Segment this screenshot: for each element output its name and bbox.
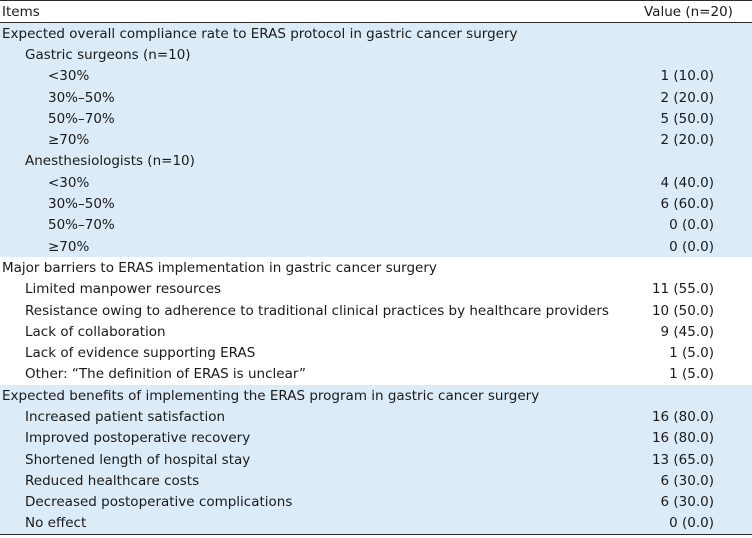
table-row: Lack of collaboration 9 (45.0) — [0, 321, 752, 343]
row-label: Resistance owing to adherence to traditi… — [25, 302, 609, 319]
row-value: 10 (50.0) — [651, 302, 714, 319]
row-label: Shortened length of hospital stay — [25, 451, 251, 468]
row-value: 4 (40.0) — [660, 174, 714, 191]
section-title-row: Expected overall compliance rate to ERAS… — [0, 23, 752, 45]
row-value: 6 (60.0) — [660, 196, 714, 213]
section-title-row: Expected benefits of implementing the ER… — [0, 385, 752, 407]
row-value: 6 (30.0) — [660, 494, 714, 511]
table-row: <30% 4 (40.0) — [0, 172, 752, 194]
table-row: ≥70% 2 (20.0) — [0, 129, 752, 151]
table-row: Increased patient satisfaction 16 (80.0) — [0, 406, 752, 428]
group-title-row: Gastric surgeons (n=10) — [0, 44, 752, 66]
row-value: 0 (0.0) — [669, 238, 714, 255]
section-title: Major barriers to ERAS implementation in… — [2, 259, 437, 276]
row-label: No effect — [25, 515, 87, 532]
row-value: 6 (30.0) — [660, 472, 714, 489]
row-value: 16 (80.0) — [651, 408, 714, 425]
row-label: Limited manpower resources — [25, 281, 222, 298]
group-title: Gastric surgeons (n=10) — [25, 46, 191, 63]
table-row: 50%–70% 5 (50.0) — [0, 108, 752, 130]
row-value: 1 (5.0) — [669, 366, 714, 383]
row-value: 0 (0.0) — [669, 515, 714, 532]
table-row: ≥70% 0 (0.0) — [0, 235, 752, 258]
table-row: Limited manpower resources 11 (55.0) — [0, 278, 752, 300]
group-title: Anesthesiologists (n=10) — [25, 153, 195, 170]
table-row: No effect 0 (0.0) — [0, 512, 752, 535]
row-label: Decreased postoperative complications — [25, 494, 293, 511]
table-row: Shortened length of hospital stay 13 (65… — [0, 448, 752, 471]
row-value: 5 (50.0) — [660, 110, 714, 127]
row-label: Improved postoperative recovery — [25, 430, 251, 447]
row-value: 1 (10.0) — [660, 68, 714, 85]
table-row: Decreased postoperative complications 6 … — [0, 491, 752, 513]
row-label: 50%–70% — [48, 217, 115, 234]
section-title: Expected benefits of implementing the ER… — [2, 387, 540, 404]
row-label: 50%–70% — [48, 110, 115, 127]
table-row: Reduced healthcare costs 6 (30.0) — [0, 470, 752, 492]
table-row: Resistance owing to adherence to traditi… — [0, 299, 752, 322]
row-label: Other: “The definition of ERAS is unclea… — [25, 366, 306, 383]
row-label: ≥70% — [48, 238, 90, 255]
table-row: Improved postoperative recovery 16 (80.0… — [0, 427, 752, 449]
row-label: Reduced healthcare costs — [25, 472, 200, 489]
header-items: Items — [2, 3, 40, 20]
row-value: 2 (20.0) — [660, 89, 714, 106]
row-label: ≥70% — [48, 132, 90, 149]
row-label: Lack of collaboration — [25, 323, 166, 340]
table-row: 30%–50% 2 (20.0) — [0, 86, 752, 109]
table-row: Other: “The definition of ERAS is unclea… — [0, 363, 752, 386]
table-row: <30% 1 (10.0) — [0, 65, 752, 87]
row-value: 13 (65.0) — [651, 451, 714, 468]
section-title: Expected overall compliance rate to ERAS… — [2, 25, 518, 42]
table-row: 30%–50% 6 (60.0) — [0, 193, 752, 215]
table-header: Items Value (n=20) — [0, 1, 752, 23]
table-row: Lack of evidence supporting ERAS 1 (5.0) — [0, 342, 752, 364]
row-label: Lack of evidence supporting ERAS — [25, 345, 256, 362]
row-label: 30%–50% — [48, 196, 115, 213]
header-value: Value (n=20) — [644, 3, 733, 20]
row-value: 0 (0.0) — [669, 217, 714, 234]
table-row: 50%–70% 0 (0.0) — [0, 214, 752, 236]
row-value: 2 (20.0) — [660, 132, 714, 149]
group-title-row: Anesthesiologists (n=10) — [0, 150, 752, 173]
row-value: 11 (55.0) — [651, 281, 714, 298]
row-value: 9 (45.0) — [660, 323, 714, 340]
row-label: Increased patient satisfaction — [25, 408, 226, 425]
row-value: 16 (80.0) — [651, 430, 714, 447]
row-value: 1 (5.0) — [669, 345, 714, 362]
row-label: <30% — [48, 174, 90, 191]
row-label: 30%–50% — [48, 89, 115, 106]
row-label: <30% — [48, 68, 90, 85]
section-title-row: Major barriers to ERAS implementation in… — [0, 257, 752, 279]
